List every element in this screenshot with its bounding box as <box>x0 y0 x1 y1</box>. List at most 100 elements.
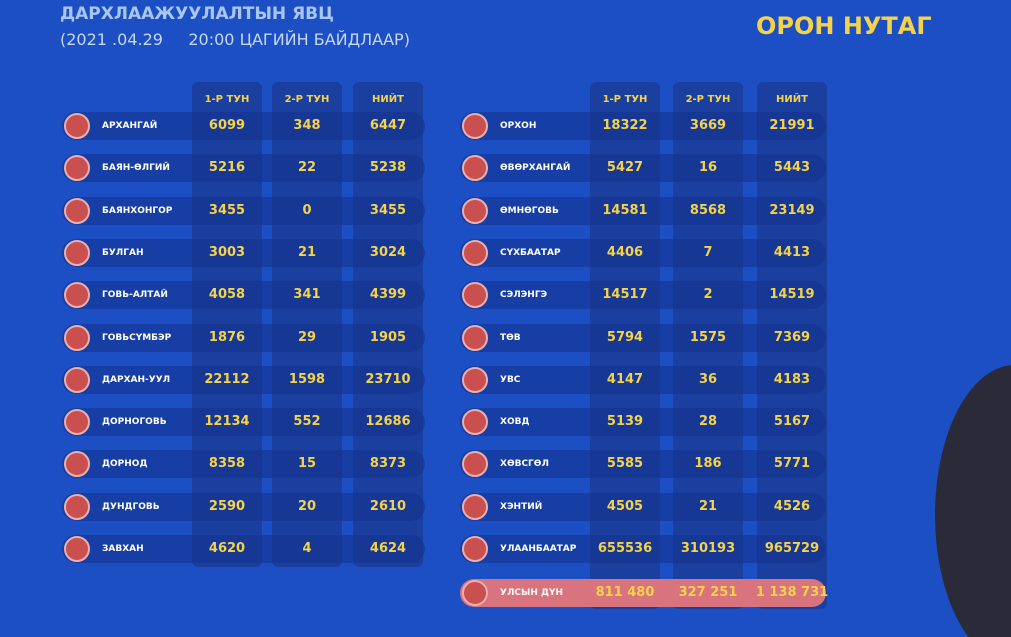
cell-value: 29 <box>297 329 317 345</box>
cell-value: 5238 <box>369 160 407 176</box>
cell-value: 21 <box>698 498 718 514</box>
cell-value: 5771 <box>773 456 811 472</box>
cell-value: 16 <box>698 160 718 176</box>
cell-value: 341 <box>293 287 321 303</box>
cell-value: 15 <box>297 456 317 472</box>
cell-value: 8373 <box>369 456 407 472</box>
total-row <box>460 579 826 608</box>
cell-value: 4 <box>302 541 312 556</box>
cell-value: 5427 <box>606 160 644 176</box>
cell-value: 6447 <box>369 118 407 133</box>
row <box>62 450 425 479</box>
vaccine-icon <box>462 580 488 607</box>
cell-value: 6099 <box>208 118 246 133</box>
cell-value: 22 <box>297 160 317 176</box>
row <box>62 408 425 437</box>
row <box>460 365 826 394</box>
row <box>460 323 826 352</box>
cell-value: 1876 <box>208 329 246 345</box>
region-name: ТӨВ <box>500 332 521 343</box>
cell-value: 327 251 <box>678 585 738 601</box>
region-name: УЛААНБААТАР <box>500 544 577 554</box>
row <box>460 408 826 437</box>
region-name: АРХАНГАЙ <box>102 121 158 131</box>
row <box>460 450 826 479</box>
cell-value: 20 <box>297 498 317 514</box>
cell-value: 1598 <box>288 371 326 387</box>
region-name: ХОВД <box>500 417 530 428</box>
vaccine-icon <box>462 197 488 224</box>
vaccine-icon <box>64 239 90 266</box>
cell-value: 3669 <box>689 118 727 133</box>
region-name: ӨВӨРХАНГАЙ <box>500 163 571 174</box>
cell-value: 4620 <box>208 541 246 556</box>
vaccine-icon <box>64 113 90 139</box>
vaccine-icon <box>64 409 90 436</box>
vaccine-icon <box>462 536 488 562</box>
cell-value: 3003 <box>208 244 246 260</box>
cell-value: 4413 <box>773 244 811 260</box>
column-header: 2-Р ТУН <box>685 94 731 105</box>
column-header: НИЙТ <box>776 94 808 105</box>
cell-value: 1905 <box>369 329 407 345</box>
row <box>460 281 826 310</box>
vaccine-icon <box>64 536 90 562</box>
cell-value: 5167 <box>773 414 811 430</box>
row <box>62 112 425 140</box>
cell-value: 4406 <box>606 244 644 260</box>
row <box>460 238 826 267</box>
cell-value: 5794 <box>606 329 644 345</box>
cell-value: 14581 <box>602 202 648 218</box>
vaccine-icon <box>64 366 90 393</box>
vaccine-icon <box>462 493 488 520</box>
region-name: ӨМНӨГОВЬ <box>500 205 559 216</box>
cell-value: 7 <box>703 244 713 260</box>
row <box>62 154 425 183</box>
row <box>62 535 425 563</box>
row <box>460 112 826 140</box>
cell-value: 12686 <box>365 414 411 430</box>
row <box>460 154 826 183</box>
cell-value: 4147 <box>606 371 644 387</box>
cell-value: 2610 <box>369 498 407 514</box>
cell-value: 14519 <box>769 287 815 303</box>
row <box>460 196 826 225</box>
cell-value: 1 138 731 <box>755 585 829 601</box>
vaccine-icon <box>462 113 488 139</box>
cell-value: 4624 <box>369 541 407 556</box>
region-name: СҮХБААТАР <box>500 247 561 258</box>
region-name: ЗАВХАН <box>102 544 144 554</box>
column-header: 1-Р ТУН <box>602 94 648 105</box>
cell-value: 5139 <box>606 414 644 430</box>
vaccine-icon <box>462 324 488 351</box>
cell-value: 3455 <box>208 202 246 218</box>
cell-value: 2 <box>703 287 713 303</box>
row <box>62 323 425 352</box>
vaccine-icon <box>64 282 90 309</box>
cell-value: 5585 <box>606 456 644 472</box>
vaccine-icon <box>462 409 488 436</box>
cell-value: 4183 <box>773 371 811 387</box>
cell-value: 36 <box>698 371 718 387</box>
cell-value: 7369 <box>773 329 811 345</box>
cell-value: 22112 <box>204 371 250 387</box>
row <box>62 281 425 310</box>
column-header: 1-Р ТУН <box>204 94 250 105</box>
region-name: УВС <box>500 374 521 385</box>
row <box>460 492 826 521</box>
cell-value: 348 <box>293 118 321 133</box>
cell-value: 28 <box>698 414 718 430</box>
cell-value: 23710 <box>365 371 411 387</box>
region-name: СЭЛЭНГЭ <box>500 290 548 301</box>
region-name: БУЛГАН <box>102 247 144 258</box>
vaccine-icon <box>64 451 90 478</box>
region-name: ГОВЬСҮМБЭР <box>102 332 172 343</box>
region-name: ХӨВСГӨЛ <box>500 459 549 470</box>
cell-value: 23149 <box>769 202 815 218</box>
region-name: ДОРНОД <box>102 459 148 470</box>
cell-value: 186 <box>694 456 722 472</box>
cell-value: 0 <box>302 202 312 218</box>
region-label: ОРОН НУТАГ <box>756 12 932 40</box>
cell-value: 4526 <box>773 498 811 514</box>
